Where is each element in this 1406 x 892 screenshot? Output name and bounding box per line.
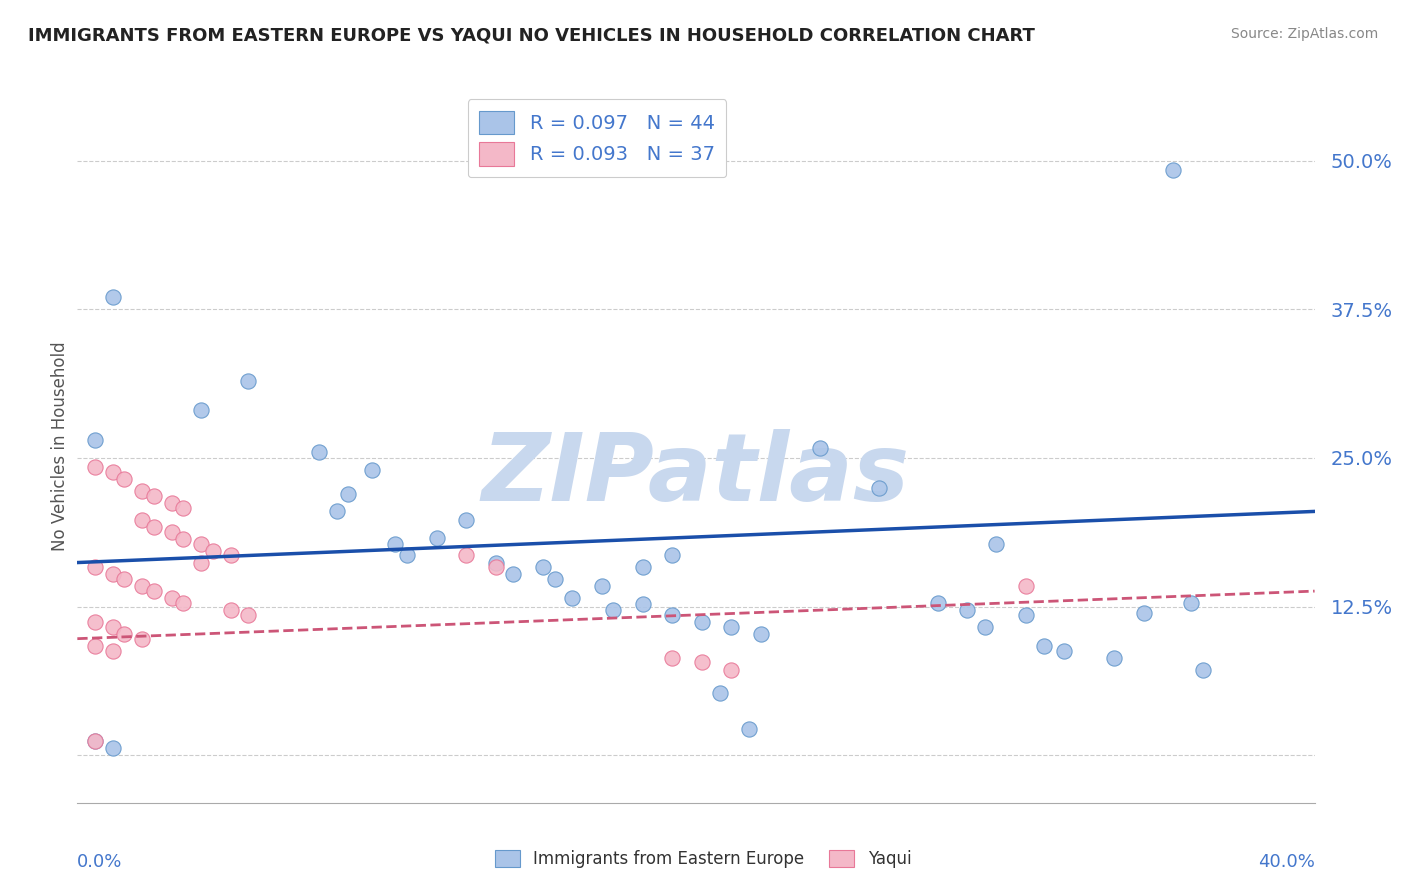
Text: 0.0%: 0.0%	[77, 853, 122, 871]
Point	[749, 627, 772, 641]
Point	[690, 656, 713, 670]
Point	[325, 504, 347, 518]
Point	[426, 531, 449, 545]
Point	[986, 536, 1008, 550]
Point	[738, 722, 761, 736]
Text: ZIPatlas: ZIPatlas	[482, 428, 910, 521]
Point	[720, 620, 742, 634]
Legend: Immigrants from Eastern Europe, Yaqui: Immigrants from Eastern Europe, Yaqui	[488, 843, 918, 875]
Text: Source: ZipAtlas.com: Source: ZipAtlas.com	[1230, 27, 1378, 41]
Point	[661, 549, 683, 563]
Point	[142, 584, 165, 599]
Point	[690, 615, 713, 629]
Point	[172, 532, 194, 546]
Point	[591, 579, 613, 593]
Point	[361, 463, 384, 477]
Point	[114, 472, 136, 486]
Point	[84, 615, 107, 629]
Text: 40.0%: 40.0%	[1258, 853, 1315, 871]
Point	[101, 643, 124, 657]
Point	[661, 607, 683, 622]
Point	[131, 484, 153, 499]
Point	[502, 567, 524, 582]
Text: IMMIGRANTS FROM EASTERN EUROPE VS YAQUI NO VEHICLES IN HOUSEHOLD CORRELATION CHA: IMMIGRANTS FROM EASTERN EUROPE VS YAQUI …	[28, 27, 1035, 45]
Point	[308, 445, 330, 459]
Point	[1104, 650, 1126, 665]
Point	[808, 442, 831, 456]
Point	[201, 543, 224, 558]
Point	[485, 556, 508, 570]
Point	[602, 603, 624, 617]
Point	[142, 520, 165, 534]
Point	[131, 513, 153, 527]
Point	[661, 650, 683, 665]
Point	[543, 572, 565, 586]
Point	[1053, 643, 1076, 657]
Point	[101, 620, 124, 634]
Point	[337, 486, 360, 500]
Point	[456, 513, 478, 527]
Point	[956, 603, 979, 617]
Point	[238, 374, 260, 388]
Point	[84, 460, 107, 475]
Point	[172, 596, 194, 610]
Point	[84, 433, 107, 447]
Point	[927, 596, 949, 610]
Point	[172, 500, 194, 515]
Point	[84, 639, 107, 653]
Point	[709, 686, 731, 700]
Point	[84, 560, 107, 574]
Point	[101, 465, 124, 479]
Legend: R = 0.097   N = 44, R = 0.093   N = 37: R = 0.097 N = 44, R = 0.093 N = 37	[468, 99, 727, 178]
Point	[1032, 639, 1054, 653]
Point	[485, 560, 508, 574]
Point	[160, 591, 183, 606]
Point	[190, 403, 212, 417]
Point	[1161, 163, 1184, 178]
Point	[101, 741, 124, 756]
Point	[720, 663, 742, 677]
Point	[101, 567, 124, 582]
Point	[631, 560, 654, 574]
Point	[1132, 606, 1154, 620]
Point	[973, 620, 995, 634]
Point	[160, 496, 183, 510]
Point	[219, 603, 242, 617]
Point	[131, 632, 153, 646]
Point	[631, 597, 654, 611]
Point	[190, 536, 212, 550]
Point	[131, 579, 153, 593]
Point	[1015, 607, 1038, 622]
Y-axis label: No Vehicles in Household: No Vehicles in Household	[51, 341, 69, 551]
Point	[84, 734, 107, 748]
Point	[114, 572, 136, 586]
Point	[1015, 579, 1038, 593]
Point	[219, 549, 242, 563]
Point	[1180, 596, 1202, 610]
Point	[84, 734, 107, 748]
Point	[868, 481, 890, 495]
Point	[142, 489, 165, 503]
Point	[384, 536, 406, 550]
Point	[1191, 663, 1213, 677]
Point	[531, 560, 554, 574]
Point	[101, 290, 124, 304]
Point	[561, 591, 583, 606]
Point	[396, 549, 419, 563]
Point	[114, 627, 136, 641]
Point	[190, 556, 212, 570]
Point	[456, 549, 478, 563]
Point	[238, 607, 260, 622]
Point	[160, 524, 183, 539]
